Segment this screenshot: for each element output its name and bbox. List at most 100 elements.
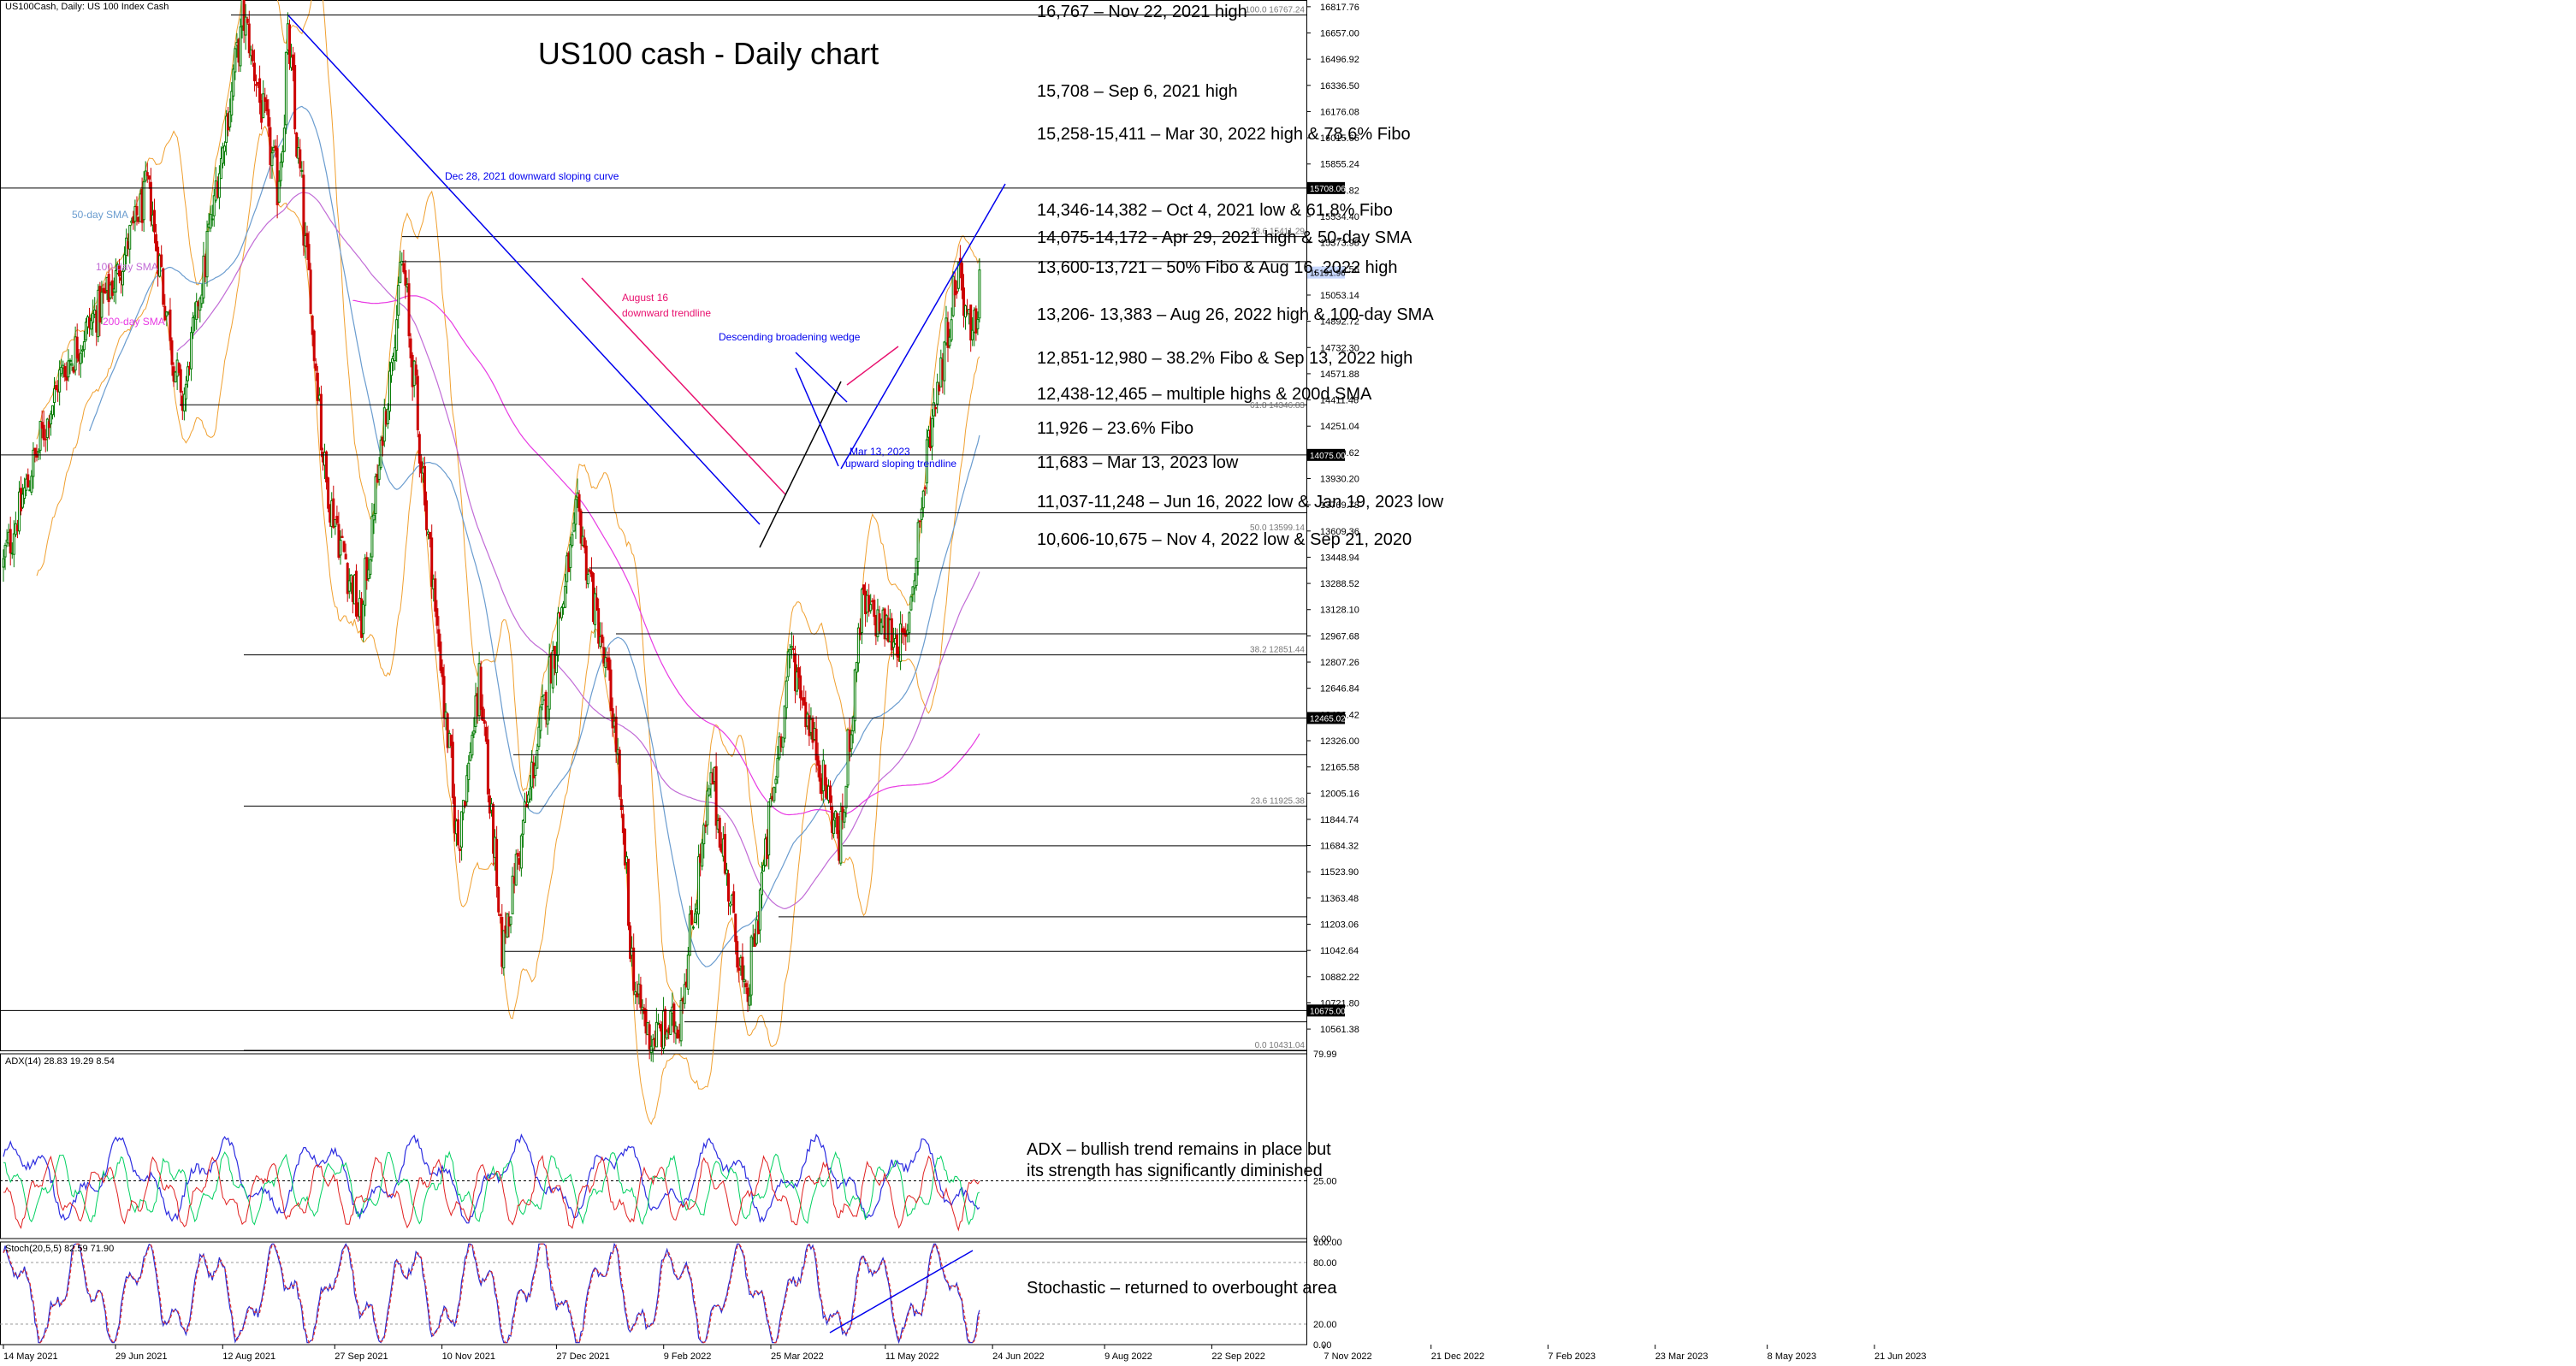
stoch-tick-label: 100.00 (1313, 1238, 1342, 1248)
stoch-tick-label: 0.00 (1313, 1340, 1331, 1351)
mar-13-label: Mar 13, 2023 (850, 446, 910, 458)
candle-body (953, 280, 956, 296)
candle-body (117, 265, 121, 277)
candle-body (529, 788, 532, 800)
candle-body (370, 516, 374, 558)
candle-body (916, 522, 920, 563)
candle-body (44, 438, 47, 441)
x-tick-label: 8 May 2023 (1768, 1351, 1816, 1362)
candle-body (2, 558, 5, 568)
candle-body (938, 384, 941, 392)
aug-16-downward-trendline (581, 277, 786, 495)
candle-body (851, 716, 855, 732)
candle-body (429, 531, 432, 540)
candle-body (467, 762, 471, 781)
candle-body (688, 914, 691, 956)
candle-body (425, 500, 429, 530)
adx-line (3, 1133, 980, 1224)
candle-body (791, 648, 795, 651)
candle-body (407, 283, 411, 337)
x-tick-label: 7 Nov 2022 (1324, 1351, 1371, 1362)
candle-body (142, 181, 145, 221)
candle-body (690, 910, 693, 925)
candle-body (205, 231, 209, 278)
y-tick-label: 12646.84 (1320, 684, 1359, 695)
candle-body (75, 336, 79, 359)
y-tick-label: 16176.08 (1320, 107, 1359, 117)
candle-body (818, 765, 821, 782)
candle-body (860, 588, 863, 633)
candle-body (704, 825, 708, 827)
candle-body (344, 553, 347, 560)
candle-body (369, 559, 372, 575)
adx-panel-info: ADX(14) 28.83 19.29 8.54 (5, 1056, 115, 1067)
candle-body (456, 819, 459, 846)
candle-body (262, 93, 265, 119)
candle-body (962, 287, 965, 316)
candle-body (47, 421, 50, 429)
y-tick-label: 11203.06 (1320, 920, 1359, 931)
candle-body (145, 172, 149, 176)
stoch-main-line (3, 1242, 980, 1345)
candle-body (200, 294, 204, 305)
candle-body (228, 111, 232, 127)
chart-title: US100 cash - Daily chart (538, 36, 879, 71)
candle-body (814, 729, 818, 760)
price-tag-label: 12465.02 (1310, 714, 1346, 724)
price-tag-box (1307, 266, 1345, 279)
candle-body (955, 291, 958, 294)
candle-body (114, 269, 117, 293)
candle-body (312, 330, 316, 362)
candle-body (165, 311, 169, 316)
candle-body (417, 434, 421, 464)
candle-body (70, 363, 74, 366)
sma-50-line (89, 105, 980, 967)
stoch-panel-info: Stoch(20,5,5) 82.59 71.90 (5, 1244, 115, 1254)
candle-body (102, 287, 105, 293)
candle-body (17, 491, 21, 532)
candle-body (265, 99, 269, 112)
candle-body (446, 713, 449, 748)
candle-body (277, 180, 281, 203)
candle-body (295, 132, 299, 157)
candle-body (402, 263, 406, 273)
y-tick-label: 13448.94 (1320, 553, 1359, 563)
candle-body (372, 514, 376, 521)
candle-body (481, 707, 484, 721)
candle-body (212, 195, 216, 216)
candle-body (279, 162, 282, 181)
x-tick-label: 10 Nov 2021 (442, 1351, 495, 1362)
candle-body (430, 537, 434, 588)
candle-body (921, 490, 925, 509)
candle-body (483, 720, 486, 724)
candle-body (499, 914, 502, 916)
candle-body (783, 705, 786, 739)
y-tick-label: 11042.64 (1320, 946, 1359, 956)
dec-2021-downward-curve (287, 15, 761, 525)
candle-body (409, 338, 412, 358)
adx-tick-label: 0.00 (1313, 1234, 1331, 1245)
candle-body (354, 571, 358, 617)
candle-body (364, 558, 367, 606)
candle-body (327, 477, 330, 509)
x-tick-label: 27 Sep 2021 (335, 1351, 388, 1362)
candle-body (435, 608, 439, 626)
candle-body (551, 650, 554, 689)
y-tick-label: 15534.40 (1320, 212, 1359, 222)
candle-body (42, 424, 45, 441)
candle-body (737, 967, 741, 971)
candle-body (541, 696, 544, 706)
candle-body (246, 18, 249, 23)
aug-trend-label-2: downward trendline (622, 307, 711, 319)
candle-body (569, 544, 572, 568)
candle-body (388, 370, 391, 412)
fib-level-label: 0.0 10431.04 (1255, 1041, 1306, 1050)
candle-body (414, 364, 417, 376)
candle-body (451, 742, 454, 798)
y-tick-label: 14251.04 (1320, 422, 1359, 432)
candle-body (186, 366, 189, 381)
candle-body (281, 151, 284, 163)
candle-body (464, 801, 467, 807)
candle-body (537, 726, 541, 748)
